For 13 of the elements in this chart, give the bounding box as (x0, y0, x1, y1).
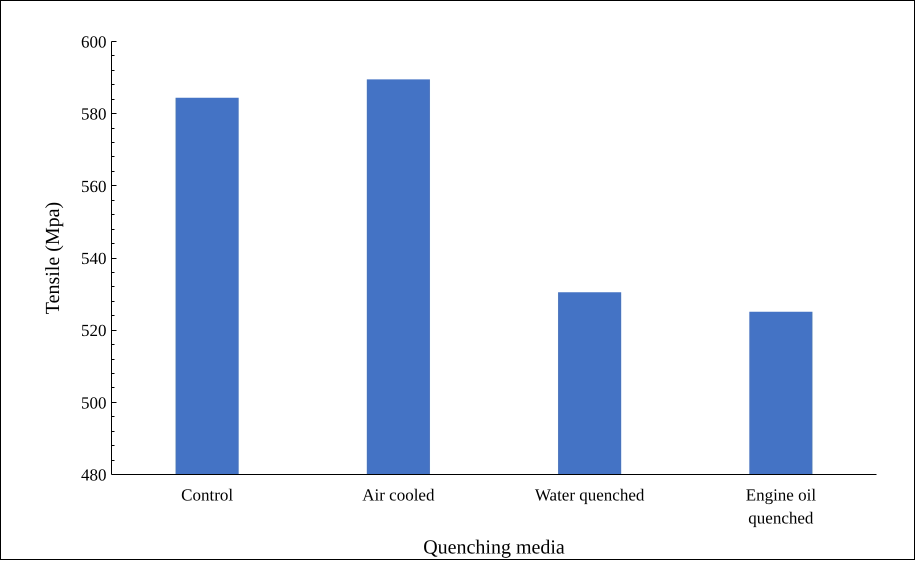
y-tick-label: 480 (81, 466, 106, 484)
y-tick-label: 540 (81, 249, 106, 268)
y-tick-label: 520 (81, 321, 106, 340)
y-tick-label: 500 (81, 393, 106, 412)
x-tick-label: Engine oil quenched (746, 486, 816, 528)
x-tick-label: Water quenched (534, 486, 645, 504)
x-axis-title: Quenching media (423, 536, 565, 558)
y-tick-label: 580 (81, 104, 106, 124)
y-tick-label: 560 (81, 176, 106, 196)
x-tick-label: Control (181, 486, 234, 504)
y-axis-title: Tensile (Mpa) (42, 202, 64, 314)
x-tick-label: Air cooled (362, 486, 435, 504)
y-tick-label: 600 (81, 32, 106, 52)
